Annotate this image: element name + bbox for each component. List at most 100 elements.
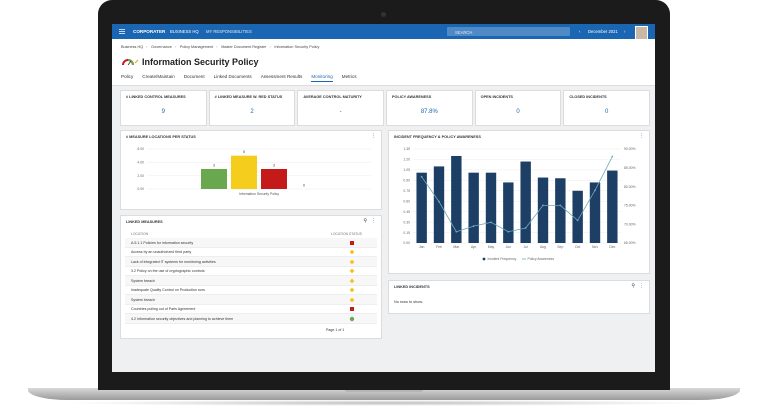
tab[interactable]: Document: [183, 74, 205, 79]
column-header[interactable]: LOCATION: [131, 232, 149, 236]
line-point: [611, 155, 614, 158]
card-menu[interactable]: ⋮: [639, 283, 644, 289]
tab[interactable]: Monitoring: [311, 74, 333, 82]
line-point: [576, 219, 579, 222]
kpi-label: # LINKED CONTROL MEASURES: [126, 95, 186, 99]
tab[interactable]: Metrics: [341, 74, 357, 79]
status-icon: [349, 240, 355, 246]
screen: CORPORATER BUSINESS HQ MY RESPONSIBILITI…: [112, 24, 655, 372]
card-menu[interactable]: ⋮: [639, 133, 644, 139]
status-shape: [349, 268, 355, 274]
linked-measures-card: LINKED MEASURES ⚲ ⋮ LOCATION LOCATION ST…: [120, 215, 382, 339]
prev-period[interactable]: ‹: [579, 29, 581, 34]
incident-chart-card: INCIDENT FREQUENCY & POLICY AWARENESS ⋮ …: [388, 130, 650, 274]
status-shape: [349, 249, 355, 255]
card-title: INCIDENT FREQUENCY & POLICY AWARENESS: [394, 135, 481, 139]
kpi-card[interactable]: OPEN INCIDENTS 0: [474, 90, 562, 126]
location-cell: A.5.1.1 Policies for information securit…: [131, 240, 194, 245]
status-shape: [350, 307, 354, 311]
breadcrumb-sep: ›: [146, 45, 148, 49]
status-icon: [349, 268, 355, 274]
nav-link[interactable]: BUSINESS HQ: [170, 29, 199, 34]
table-row[interactable]: A.5.1.1 Policies for information securit…: [125, 238, 377, 248]
legend-symbol: [482, 257, 486, 261]
line-point: [455, 230, 458, 233]
kpi-card[interactable]: CLOSED INCIDENTS 0: [563, 90, 650, 126]
table-row[interactable]: Access by an unauthorized third party: [125, 247, 377, 257]
y-tick-label: 1.35: [403, 147, 410, 151]
breadcrumb-item[interactable]: Governance: [151, 45, 172, 49]
shadow: [60, 400, 708, 406]
table-row[interactable]: System breach: [125, 276, 377, 286]
status-shape: [349, 297, 355, 302]
tab[interactable]: Assessment Results: [260, 74, 303, 79]
table-row[interactable]: 4.2 Information security objectives and …: [125, 314, 377, 324]
location-cell: Inadequate Quality Control on Production…: [131, 288, 205, 292]
x-tick-label: Nov: [592, 245, 598, 249]
breadcrumb-item[interactable]: Master Document Register: [221, 45, 267, 49]
table-row[interactable]: System breach: [125, 295, 377, 305]
table-row[interactable]: Lack of integrated IT systems for monito…: [125, 257, 377, 267]
bar: [201, 169, 227, 189]
status-shape: [349, 316, 355, 321]
legend-item[interactable]: Policy Awareness: [522, 257, 554, 261]
avatar[interactable]: [635, 25, 648, 40]
location-cell: System breach: [131, 278, 155, 283]
tab[interactable]: Create/Maintain: [142, 74, 175, 79]
legend-item[interactable]: Incident Frequency: [482, 257, 517, 261]
bar: [589, 182, 601, 243]
kpi-card[interactable]: POLICY AWARENESS 87.8%: [386, 90, 473, 126]
table-row[interactable]: Inadequate Quality Control on Production…: [125, 285, 377, 295]
tab[interactable]: Linked Documents: [213, 74, 252, 79]
next-period[interactable]: ›: [624, 29, 626, 34]
breadcrumb-item[interactable]: Business HQ: [121, 45, 144, 49]
x-tick-label: Jun: [506, 245, 512, 249]
kpi-card[interactable]: # LINKED MEASURE W. RED STATUS 2: [208, 90, 296, 126]
status-shape: [349, 259, 355, 264]
laptop-notch: [344, 388, 424, 392]
location-cell: Lack of integrated IT systems for monito…: [131, 259, 216, 264]
tab[interactable]: Policy: [121, 74, 134, 79]
top-bar: CORPORATER BUSINESS HQ MY RESPONSIBILITI…: [112, 24, 655, 40]
bar: [485, 172, 497, 243]
line-point: [507, 230, 510, 233]
search-icon[interactable]: ⚲: [363, 218, 367, 224]
chart: 0.00 2.00 4.00 6.00 Information Security Pol…: [137, 147, 371, 196]
kpi-value: 0: [516, 109, 520, 115]
logo[interactable]: CORPORATER: [133, 29, 166, 34]
table-row[interactable]: 3.2 Policy on the use of cryptographic c…: [125, 266, 377, 276]
status-shape: [349, 287, 355, 293]
table-row[interactable]: Countries pulling out of Paris Agreement: [125, 304, 377, 314]
nav-link[interactable]: MY RESPONSIBILITIES: [206, 29, 252, 34]
status-shape: [350, 240, 354, 245]
status-icon: [349, 306, 355, 312]
policy-icon: [122, 59, 139, 66]
kpi-card[interactable]: AVERAGE CONTROL MATURITY -: [297, 90, 384, 126]
line-point: [524, 227, 527, 229]
empty-message: No rows to show.: [394, 300, 423, 304]
breadcrumb-item[interactable]: Information Security Policy: [274, 45, 320, 49]
column-header[interactable]: LOCATION STATUS: [331, 232, 362, 236]
bar: [520, 161, 531, 243]
status-icon: [349, 316, 355, 322]
line-point: [559, 204, 562, 207]
bar: [261, 169, 287, 189]
menu-icon[interactable]: [118, 28, 126, 35]
y-tick-label: 6.00: [137, 147, 144, 151]
x-tick-label: Feb: [436, 245, 442, 249]
location-cell: 4.2 Information security objectives and …: [131, 316, 234, 321]
card-menu[interactable]: ⋮: [371, 133, 376, 139]
x-tick-label: Jan: [419, 245, 425, 249]
kpi-card[interactable]: # LINKED CONTROL MEASURES 9: [120, 90, 207, 126]
line: [421, 156, 613, 233]
x-tick-label: Jul: [523, 245, 528, 249]
search-icon[interactable]: ⚲: [631, 283, 635, 289]
value-label: 5: [243, 150, 245, 154]
breadcrumb-item[interactable]: Policy Management: [179, 45, 214, 49]
period[interactable]: December 2021: [588, 29, 618, 34]
y-tick-label: 0.75: [403, 189, 410, 193]
card-menu[interactable]: ⋮: [371, 218, 376, 224]
search-box[interactable]: SEARCH: [447, 27, 570, 36]
page-title: Information Security Policy: [142, 57, 259, 67]
line-point: [594, 189, 596, 192]
